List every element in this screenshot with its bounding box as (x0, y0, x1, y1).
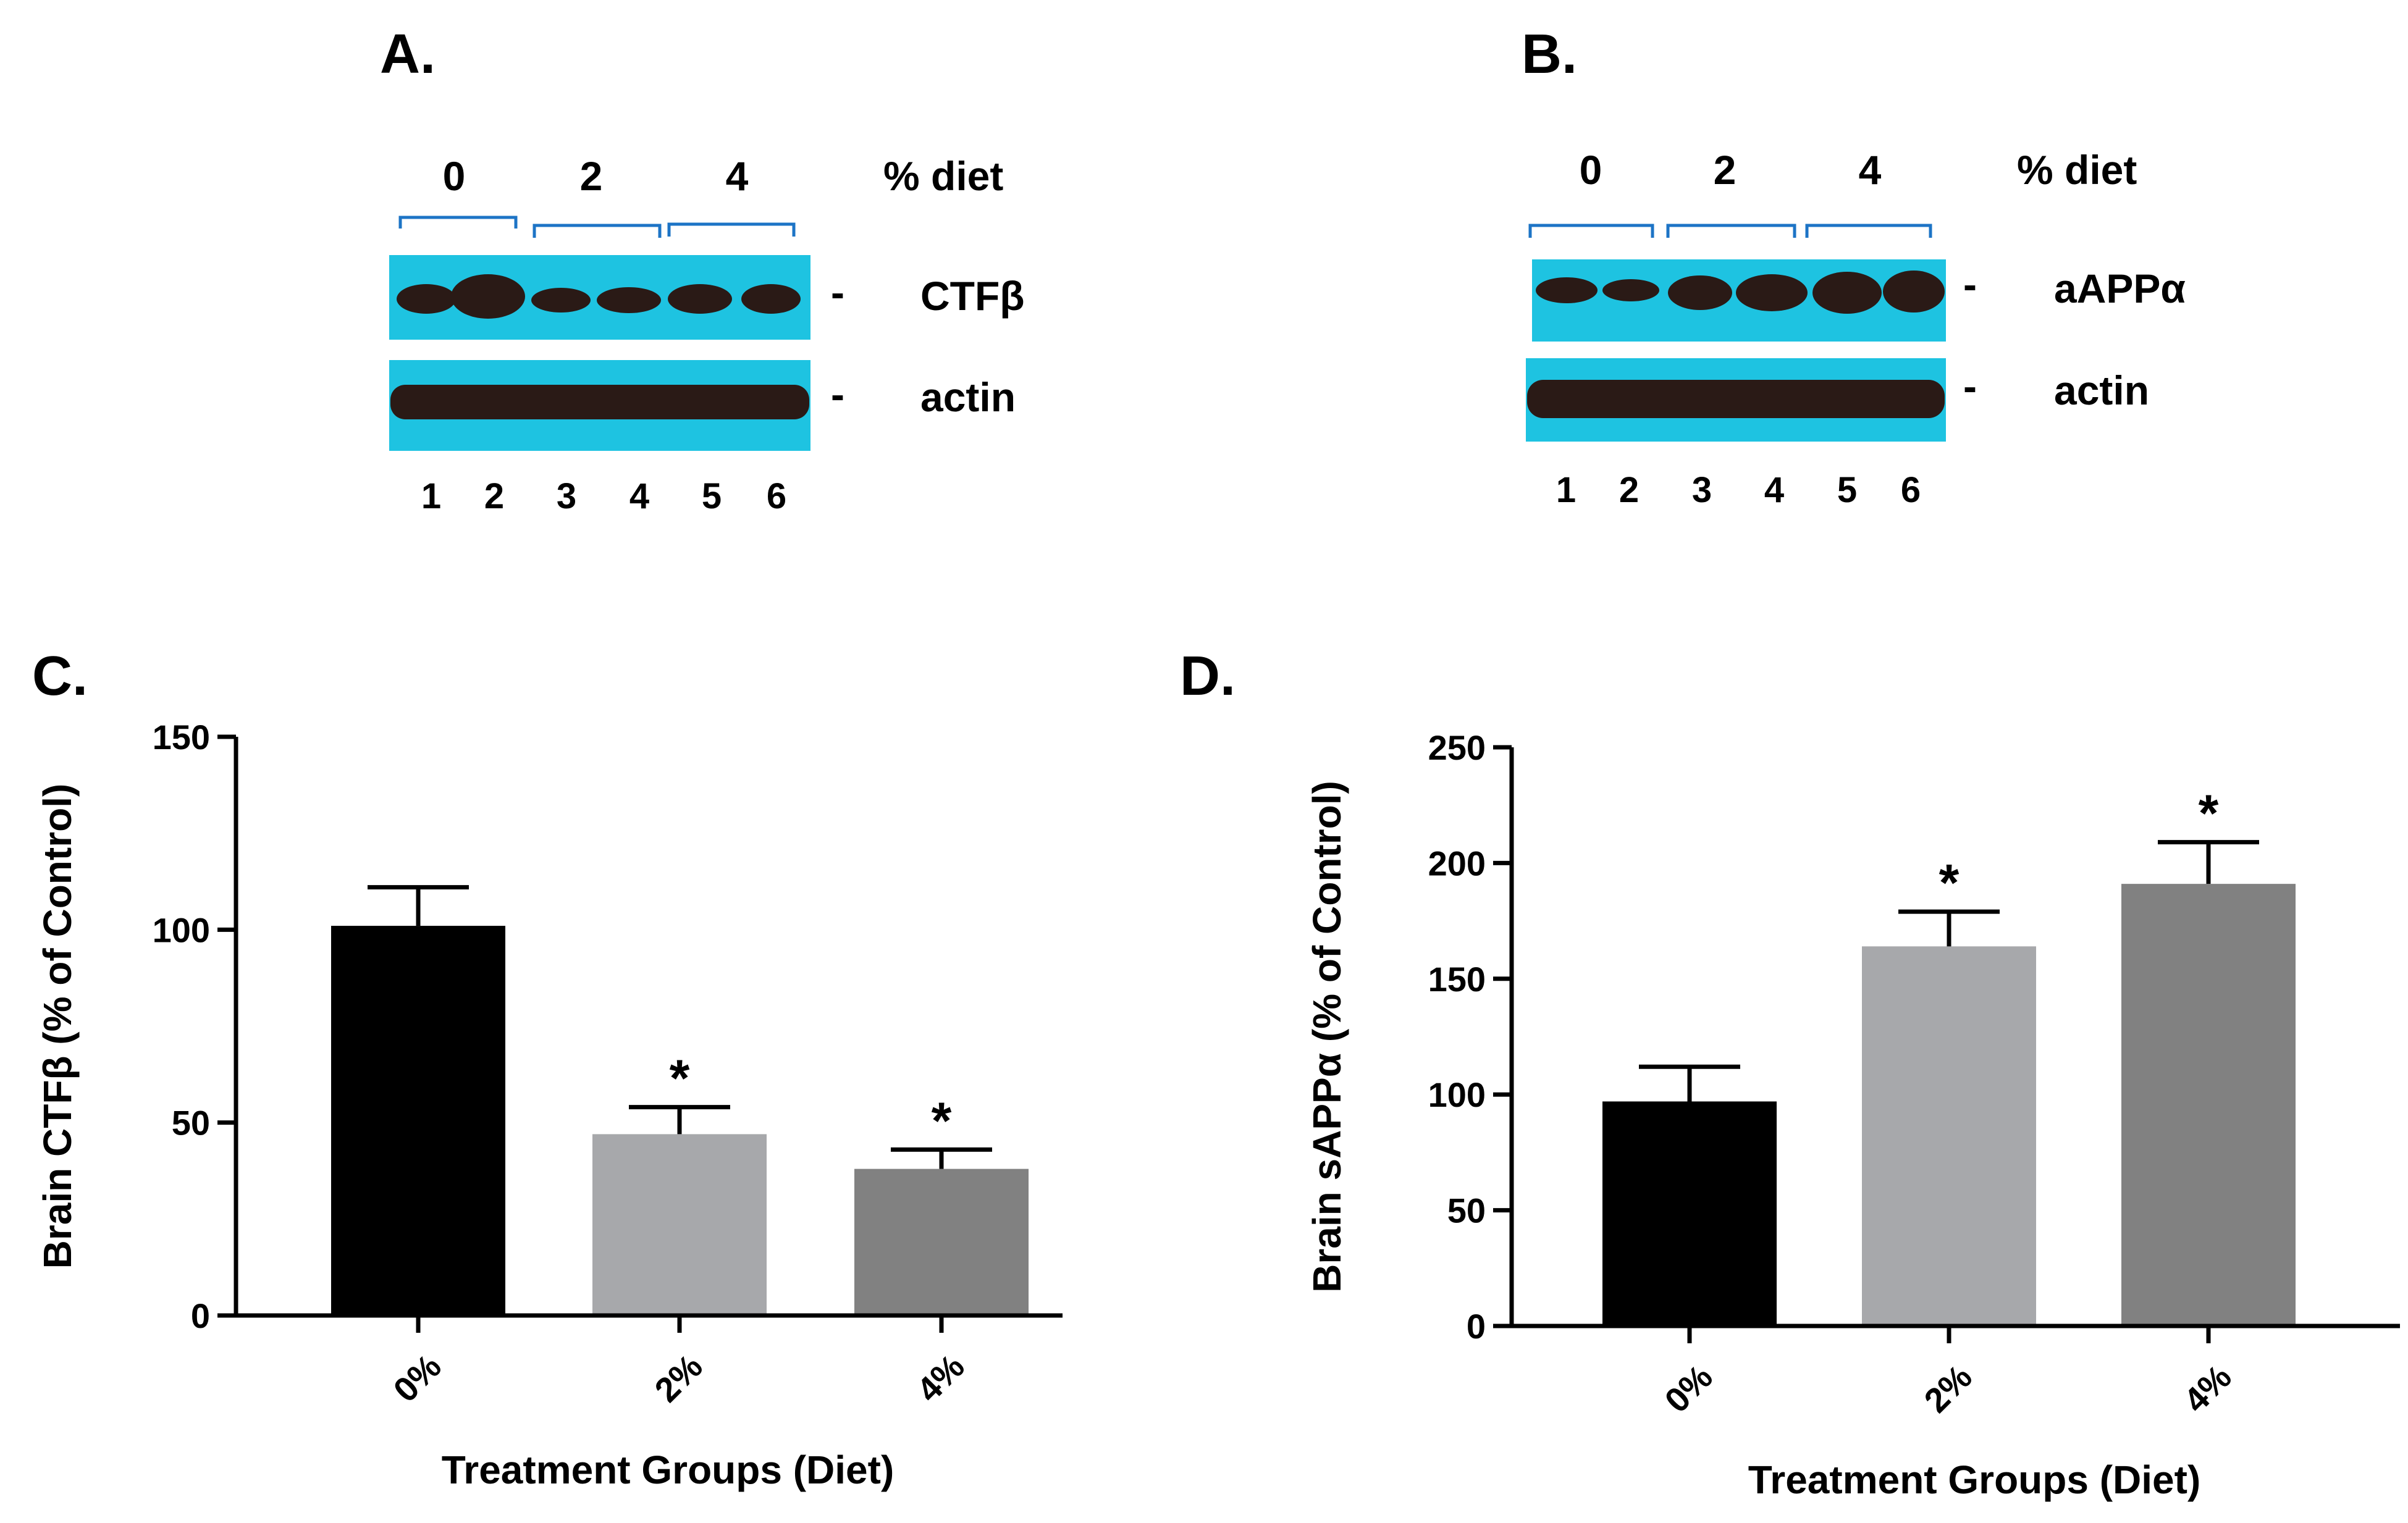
panel-a-dash-actin: - (831, 371, 844, 417)
chart-d-y-tick-label: 50 (1447, 1191, 1486, 1230)
chart-d-category-label-2: 2% (1916, 1357, 1979, 1420)
panel-c-letter: C. (32, 645, 88, 707)
chart-d-category-label-3: 4% (2176, 1357, 2239, 1420)
chart-c-y-axis-title: Brain CTFβ (% of Control) (35, 784, 80, 1269)
panel-a-band-ctf-3 (531, 288, 591, 313)
panel-b-dash-sapp: - (1963, 261, 1977, 307)
chart-c-y-tick-label: 50 (172, 1104, 210, 1143)
panel-a-group-2: 2 (580, 153, 603, 199)
chart-d-bar-2 (1862, 946, 2036, 1326)
chart-c-significance-2: * (670, 1049, 690, 1107)
panel-a-diet-unit: % diet (883, 153, 1003, 199)
panel-b-lane-6: 6 (1901, 470, 1921, 510)
chart-panel-d: * * 0 50 100 150 200 250 0% 2% 4% Brain sAPPα (% of… (1305, 728, 2400, 1502)
chart-c-category-label-1: 0% (385, 1346, 448, 1409)
panel-b-lane-3: 3 (1692, 470, 1712, 510)
chart-d-category-label-1: 0% (1657, 1357, 1720, 1420)
panel-b-band-actin (1527, 380, 1945, 418)
chart-d-bar-1 (1602, 1101, 1777, 1326)
panel-a-group-0: 0 (443, 153, 466, 199)
panel-b-lane-5: 5 (1837, 470, 1857, 510)
panel-b-bracket-4 (1805, 224, 1932, 238)
panel-a-lane-5: 5 (702, 476, 722, 516)
panel-b-diet-unit: % diet (2017, 147, 2137, 193)
panel-b-dash-actin: - (1963, 363, 1977, 409)
panel-b-group-0: 0 (1580, 147, 1602, 193)
chart-c-bar-2 (592, 1134, 767, 1315)
chart-d-bar-3 (2121, 884, 2296, 1326)
panel-a-lane-6: 6 (767, 476, 786, 516)
panel-b-group-4: 4 (1859, 147, 1882, 193)
chart-d-y-tick-label: 200 (1428, 844, 1486, 883)
chart-c-category-label-2: 2% (647, 1346, 710, 1409)
chart-c-bar-3 (854, 1168, 1029, 1315)
panel-b-lane-1: 1 (1556, 470, 1576, 510)
chart-d-significance-2: * (1939, 854, 1960, 912)
panel-b-membrane-sapp (1532, 259, 1946, 342)
chart-d-y-tick-label: 250 (1428, 728, 1486, 767)
chart-d-y-tick-label: 0 (1467, 1307, 1486, 1346)
panel-b-band-sapp-3 (1668, 275, 1732, 310)
panel-a-row-actin: actin (920, 374, 1016, 420)
chart-c-y-tick-label: 0 (191, 1296, 210, 1335)
panel-b-lane-2: 2 (1619, 470, 1639, 510)
panel-a-band-ctf-4 (597, 287, 661, 313)
blot-panel-b: B. 0 2 4 % diet - aAPPα - actin 1 2 3 4 … (1522, 23, 2186, 510)
chart-c-y-tick-label: 100 (153, 910, 210, 949)
panel-b-row-actin: actin (2054, 367, 2149, 413)
chart-c-bar-1 (331, 926, 505, 1315)
chart-c-category-label-3: 4% (909, 1346, 972, 1409)
chart-d-y-tick-label: 100 (1428, 1075, 1486, 1114)
panel-b-group-2: 2 (1714, 147, 1737, 193)
panel-b-letter: B. (1522, 23, 1577, 85)
chart-d-significance-3: * (2199, 784, 2219, 842)
panel-a-band-actin (390, 385, 809, 419)
panel-b-band-sapp-4 (1736, 274, 1808, 311)
panel-a-band-ctf-5 (668, 284, 732, 314)
panel-a-row-ctf: CTFβ (920, 273, 1025, 319)
panel-b-bracket-0 (1528, 224, 1654, 238)
panel-b-band-sapp-5 (1812, 272, 1882, 314)
chart-d-y-tick-label: 150 (1428, 960, 1486, 999)
panel-a-bracket-2 (533, 224, 662, 238)
chart-c-x-axis-title: Treatment Groups (Diet) (442, 1448, 895, 1492)
panel-b-band-sapp-1 (1536, 277, 1598, 303)
panel-a-bracket-0 (398, 216, 518, 229)
panel-a-band-ctf-6 (741, 284, 801, 314)
chart-c-significance-3: * (932, 1091, 952, 1149)
panel-a-lane-1: 1 (421, 476, 441, 516)
chart-panel-c: * * 0 50 100 150 0% 2% 4% Brain CTFβ (% of Contro… (35, 718, 1063, 1492)
panel-a-band-ctf-2 (451, 274, 525, 319)
panel-a-lane-3: 3 (557, 476, 576, 516)
panel-a-dash-ctf: - (831, 269, 844, 315)
chart-d-x-axis-title: Treatment Groups (Diet) (1748, 1458, 2201, 1502)
panel-a-letter: A. (380, 23, 436, 85)
panel-b-band-sapp-2 (1602, 279, 1659, 301)
panel-d-letter: D. (1180, 645, 1236, 707)
panel-a-group-4: 4 (726, 153, 749, 199)
panel-b-band-sapp-6 (1883, 271, 1945, 313)
chart-c-y-tick-label: 150 (153, 718, 210, 757)
panel-a-band-ctf-1 (397, 284, 456, 314)
panel-a-lane-4: 4 (629, 476, 649, 516)
panel-a-bracket-4 (667, 222, 796, 237)
panel-b-bracket-2 (1666, 224, 1796, 238)
blot-panel-a: A. 0 2 4 % diet - CTFβ - actin 1 2 3 4 5… (380, 23, 1025, 516)
panel-a-lane-2: 2 (484, 476, 504, 516)
panel-b-row-sapp: aAPPα (2054, 266, 2186, 311)
chart-d-y-axis-title: Brain sAPPα (% of Control) (1305, 781, 1349, 1293)
panel-b-lane-4: 4 (1764, 470, 1784, 510)
